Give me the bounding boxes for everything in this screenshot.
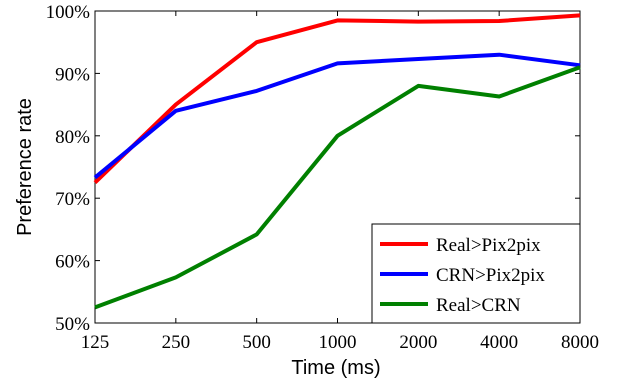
x-tick-label: 4000 — [480, 332, 518, 353]
legend: Real>Pix2pix CRN>Pix2pix Real>CRN — [371, 223, 581, 324]
y-tick-label: 100% — [46, 2, 91, 23]
series-lines — [93, 13, 581, 310]
x-tick-label: 500 — [242, 332, 271, 353]
legend-label: Real>Pix2pix — [436, 235, 541, 256]
y-tick-label: 70% — [55, 189, 90, 210]
x-axis-title: Time (ms) — [291, 357, 380, 379]
x-tick-label: 125 — [81, 332, 110, 353]
y-tick-label: 90% — [55, 64, 90, 85]
x-tick-label: 250 — [162, 332, 191, 353]
series-line-real-crn — [94, 65, 581, 310]
series-line-real-pix2pix — [93, 13, 581, 185]
y-axis-title: Preference rate — [14, 98, 36, 236]
series-line-crn-pix2pix — [93, 52, 581, 180]
y-tick-label: 80% — [55, 127, 90, 148]
x-tick-label: 2000 — [399, 332, 437, 353]
y-tick-label: 50% — [55, 314, 90, 335]
x-tick-label: 8000 — [561, 332, 599, 353]
x-tick-label: 1000 — [319, 332, 357, 353]
legend-label: CRN>Pix2pix — [436, 265, 545, 286]
y-tick-label: 60% — [55, 252, 90, 273]
axis-ticks: 125 250 500 1000 2000 4000 8000 50% 60% 70% 80% 90%… — [46, 2, 599, 353]
legend-label: Real>CRN — [436, 295, 521, 316]
